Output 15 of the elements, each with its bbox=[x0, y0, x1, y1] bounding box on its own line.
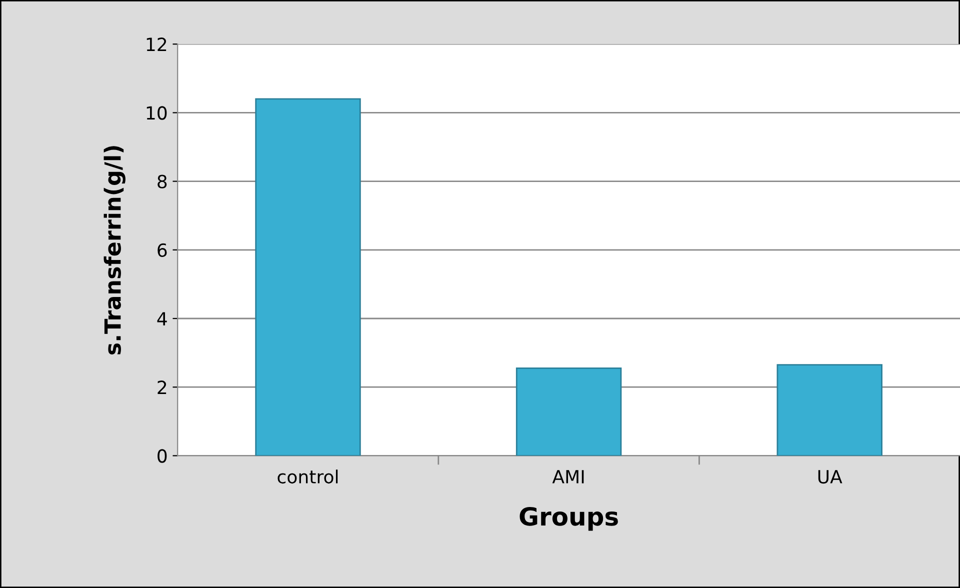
x-tick-label: AMI bbox=[552, 470, 584, 484]
bar bbox=[255, 98, 361, 456]
y-axis-title: s.Transferrin(g/l) bbox=[104, 146, 126, 354]
y-tick-label: 2 bbox=[158, 380, 166, 394]
y-tick-label: 8 bbox=[158, 174, 167, 188]
y-tick-label: 6 bbox=[158, 243, 167, 258]
bar bbox=[516, 368, 622, 456]
y-tick-label: 10 bbox=[146, 106, 167, 120]
x-tick-label: UA bbox=[818, 470, 842, 484]
bar bbox=[776, 364, 882, 456]
x-axis-title: Groups bbox=[520, 506, 618, 531]
y-tick-label: 4 bbox=[157, 312, 167, 326]
y-tick-label: 0 bbox=[158, 449, 167, 463]
x-tick-label: control bbox=[278, 470, 338, 484]
y-tick-label: 12 bbox=[146, 38, 166, 51]
